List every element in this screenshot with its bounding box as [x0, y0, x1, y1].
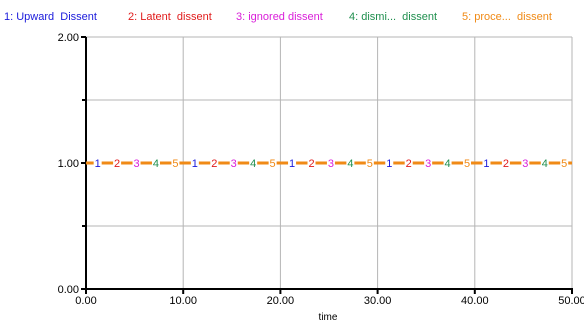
x-tick-label: 10.00 — [169, 295, 197, 307]
series-marker-3: 3 — [133, 158, 139, 170]
series-marker-bg — [482, 157, 491, 169]
series-marker-2: 2 — [406, 158, 412, 170]
series-marker-bg — [210, 157, 219, 169]
series-marker-bg — [151, 157, 160, 169]
series-marker-1: 1 — [386, 158, 392, 170]
series-marker-2: 2 — [503, 158, 509, 170]
y-tick-label: 0.00 — [58, 284, 79, 296]
legend-entry-1: 1: Upward Dissent — [4, 11, 97, 23]
x-tick-label: 40.00 — [461, 295, 489, 307]
series-marker-3: 3 — [522, 158, 528, 170]
legend-entry-4: 4: dismi... dissent — [349, 11, 438, 23]
series-marker-bg — [113, 157, 122, 169]
series-marker-5: 5 — [561, 158, 567, 170]
series-marker-5: 5 — [464, 158, 470, 170]
series-marker-bg — [190, 157, 199, 169]
series-marker-bg — [132, 157, 141, 169]
series-marker-bg — [385, 157, 394, 169]
series-marker-bg — [501, 157, 510, 169]
series-marker-bg — [540, 157, 549, 169]
series-marker-1: 1 — [95, 158, 101, 170]
series-marker-bg — [249, 157, 258, 169]
series-marker-3: 3 — [231, 158, 237, 170]
series-marker-bg — [443, 157, 452, 169]
y-tick-label: 2.00 — [58, 32, 79, 44]
series-marker-4: 4 — [153, 158, 159, 170]
series-marker-bg — [404, 157, 413, 169]
series-lines: 1 2 3 4 5 1 2 3 4 5 1 2 3 4 5 1 2 3 4 5 1 2 3 4 5 — [86, 157, 572, 170]
series-marker-2: 2 — [308, 158, 314, 170]
x-tick-label: 0.00 — [75, 295, 96, 307]
series-marker-4: 4 — [347, 158, 353, 170]
series-marker-1: 1 — [192, 158, 198, 170]
series-marker-bg — [288, 157, 297, 169]
series-marker-bg — [560, 157, 569, 169]
legend-entry-3: 3: ignored dissent — [236, 11, 323, 23]
series-marker-bg — [365, 157, 374, 169]
series-marker-bg — [229, 157, 238, 169]
series-marker-bg — [346, 157, 355, 169]
series-marker-2: 2 — [114, 158, 120, 170]
x-tick-label: 30.00 — [364, 295, 392, 307]
series-marker-4: 4 — [250, 158, 256, 170]
series-marker-bg — [268, 157, 277, 169]
series-marker-5: 5 — [270, 158, 276, 170]
series-marker-bg — [326, 157, 335, 169]
ticks: 0.00 10.00 20.00 30.00 40.00 50.00 0.00 1.00 2.0… — [58, 32, 584, 307]
legend-entry-5: 5: proce... dissent — [462, 11, 552, 23]
series-marker-1: 1 — [483, 158, 489, 170]
legend: 1: Upward Dissent 2: Latent dissent 3: i… — [0, 10, 584, 26]
series-marker-2: 2 — [211, 158, 217, 170]
series-marker-3: 3 — [328, 158, 334, 170]
series-marker-4: 4 — [445, 158, 451, 170]
series-marker-5: 5 — [367, 158, 373, 170]
x-tick-label: 20.00 — [267, 295, 295, 307]
series-marker-5: 5 — [172, 158, 178, 170]
series-marker-bg — [93, 157, 102, 169]
series-marker-bg — [424, 157, 433, 169]
series-marker-4: 4 — [542, 158, 548, 170]
series-marker-1: 1 — [289, 158, 295, 170]
series-marker-bg — [463, 157, 472, 169]
y-tick-label: 1.00 — [58, 158, 79, 170]
series-marker-bg — [307, 157, 316, 169]
legend-entry-2: 2: Latent dissent — [128, 11, 212, 23]
x-axis-label: time — [319, 312, 338, 323]
series-marker-bg — [171, 157, 180, 169]
series-marker-bg — [521, 157, 530, 169]
series-marker-3: 3 — [425, 158, 431, 170]
x-tick-label: 50.00 — [558, 295, 584, 307]
